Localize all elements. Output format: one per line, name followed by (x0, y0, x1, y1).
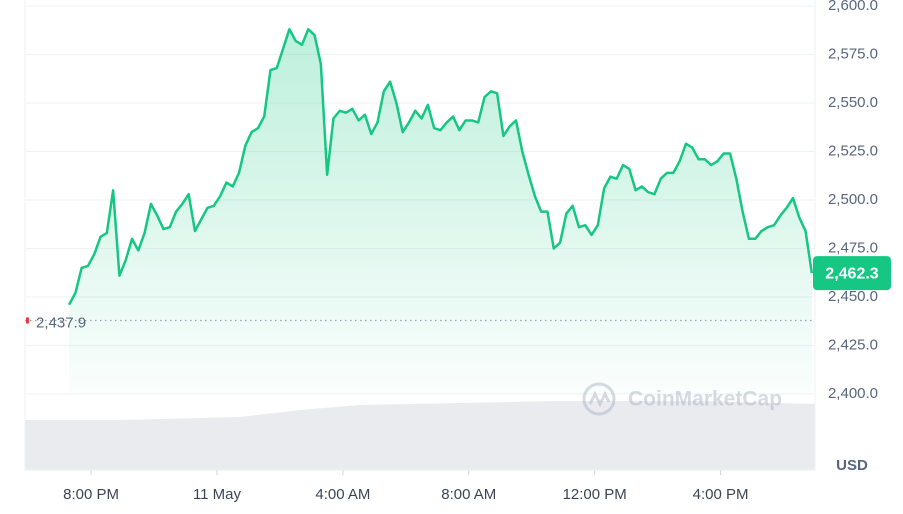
y-tick-label: 2,575.0 (828, 45, 878, 62)
y-tick-label: 2,600.0 (828, 0, 878, 14)
y-tick-label: 2,450.0 (828, 288, 878, 305)
reference-marker (26, 317, 29, 324)
current-price-badge (813, 256, 891, 291)
x-tick-label: 4:00 PM (693, 486, 749, 503)
price-area (69, 29, 812, 395)
unit-label: USD (836, 457, 868, 474)
y-tick-label: 2,525.0 (828, 142, 878, 159)
x-tick-label: 8:00 PM (63, 486, 119, 503)
x-tick-label: 4:00 AM (315, 486, 370, 503)
volume-area (25, 401, 815, 470)
x-tick-label: 11 May (193, 486, 242, 503)
y-tick-label: 2,425.0 (828, 336, 878, 353)
y-tick-label: 2,475.0 (828, 239, 878, 256)
current-price-label: 2,462.3 (825, 265, 878, 282)
x-tick-label: 12:00 PM (563, 486, 627, 503)
reference-label: 2,437.9 (36, 314, 86, 331)
x-tick-label: 8:00 AM (441, 486, 496, 503)
watermark-logo-mark (588, 390, 611, 408)
y-tick-label: 2,550.0 (828, 94, 878, 111)
price-line (67, 28, 814, 306)
y-tick-label: 2,400.0 (828, 385, 878, 402)
y-tick-label: 2,500.0 (828, 191, 878, 208)
